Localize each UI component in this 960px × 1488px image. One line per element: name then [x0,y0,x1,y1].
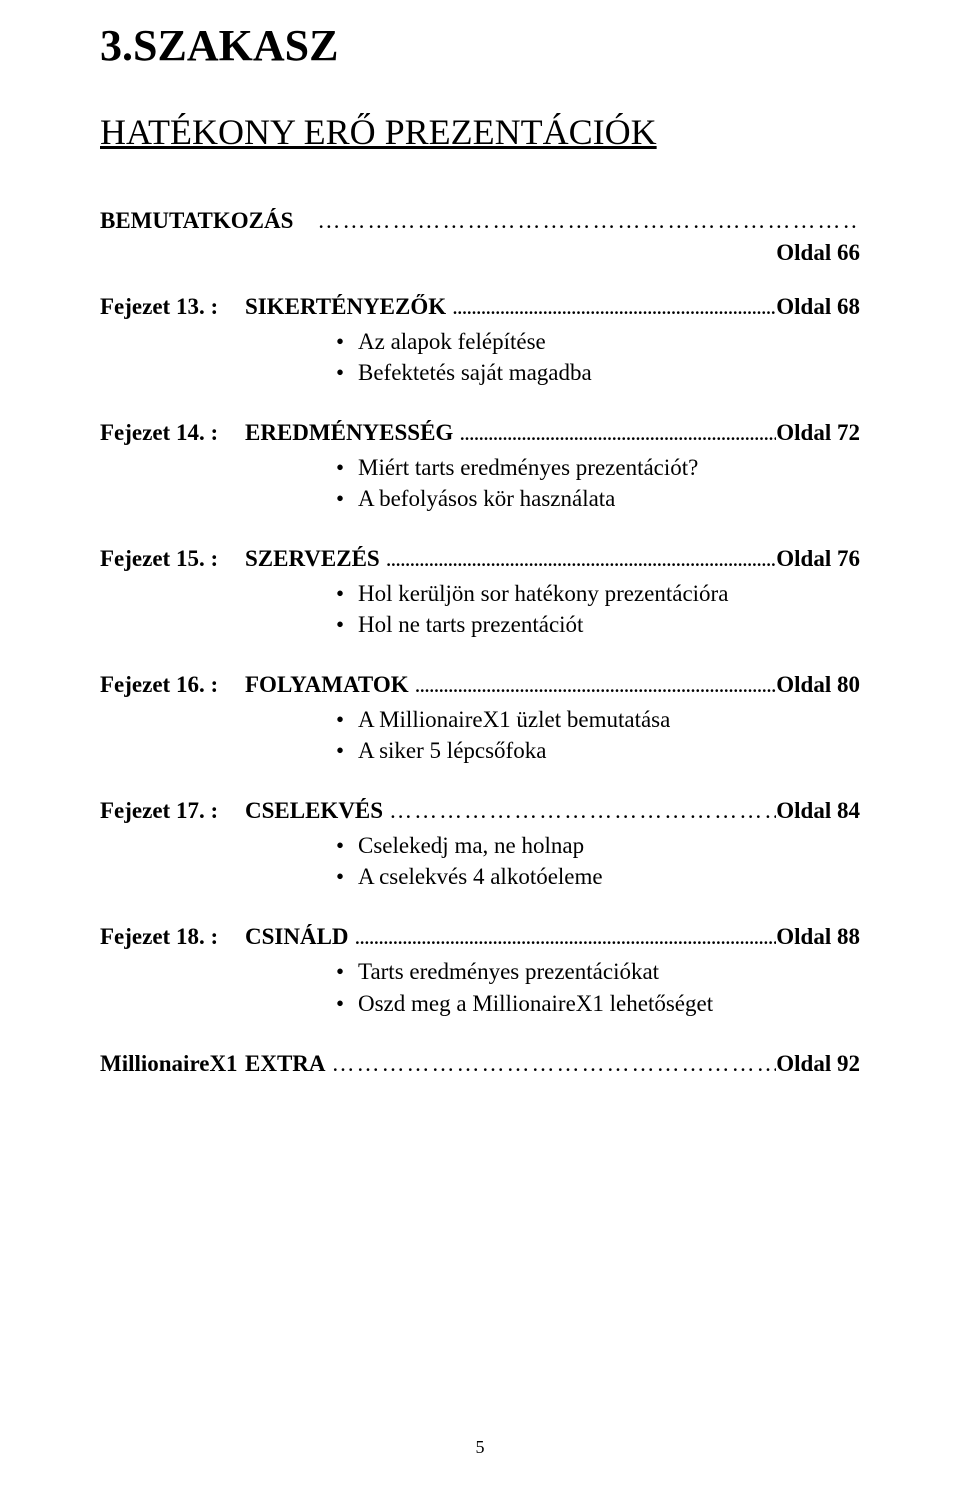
bullet-item: •Hol kerüljön sor hatékony prezentációra [330,578,860,609]
chapter-title: FOLYAMATOK [245,672,409,698]
dots: ........................................… [453,420,776,446]
dots: ……………………………………………………………… [326,1051,777,1077]
bullet-list: •Az alapok felépítése•Befektetés saját m… [330,326,860,388]
bullet-text: Oszd meg a MillionaireX1 lehetőséget [358,988,713,1019]
chapter-title: SIKERTÉNYEZŐK [245,294,446,320]
section-subtitle: HATÉKONY ERŐ PREZENTÁCIÓK [100,111,860,153]
intro-row: BEMUTATKOZÁS ……………………………………………………………… [100,208,860,234]
extra-row: MillionaireX1 EXTRA ……………………………………………………… [100,1051,860,1077]
page-number: 5 [476,1437,485,1458]
bullet-text: Tarts eredményes prezentációkat [358,956,659,987]
chapter-label: Fejezet 15. : [100,546,245,572]
chapter-row: Fejezet 16. :FOLYAMATOK.................… [100,672,860,698]
bullet-list: •Tarts eredményes prezentációkat•Oszd me… [330,956,860,1018]
intro-page: Oldal 66 [776,240,860,266]
chapter-page: Oldal 88 [776,924,860,950]
dots: ........................................… [446,294,776,320]
bullet-item: •Tarts eredményes prezentációkat [330,956,860,987]
bullet-item: •A cselekvés 4 alkotóeleme [330,861,860,892]
chapter-title: EREDMÉNYESSÉG [245,420,453,446]
bullet-text: Befektetés saját magadba [358,357,592,388]
chapter-row: Fejezet 14. :EREDMÉNYESSÉG..............… [100,420,860,446]
chapter-label: Fejezet 14. : [100,420,245,446]
bullet-list: •A MillionaireX1 üzlet bemutatása•A sike… [330,704,860,766]
chapter-label: Fejezet 13. : [100,294,245,320]
chapter-row: Fejezet 15. :SZERVEZÉS..................… [100,546,860,572]
bullet-list: •Miért tarts eredményes prezentációt?•A … [330,452,860,514]
chapter-label: Fejezet 17. : [100,798,245,824]
chapter-row: Fejezet 17. :CSELEKVÉS………………………………………………… [100,798,860,824]
chapter-page: Oldal 76 [776,546,860,572]
chapter-title: CSELEKVÉS [245,798,383,824]
bullet-item: •Hol ne tarts prezentációt [330,609,860,640]
bullet-marker: • [330,357,358,388]
bullet-item: •A siker 5 lépcsőfoka [330,735,860,766]
bullet-marker: • [330,956,358,987]
bullet-text: A MillionaireX1 üzlet bemutatása [358,704,670,735]
bullet-item: •A befolyásos kör használata [330,483,860,514]
bullet-text: Az alapok felépítése [358,326,546,357]
bullet-marker: • [330,483,358,514]
dots: ........................................… [409,672,777,698]
bullet-item: •Oszd meg a MillionaireX1 lehetőséget [330,988,860,1019]
chapter-page: Oldal 84 [776,798,860,824]
intro-title: BEMUTATKOZÁS [100,208,311,234]
dots: ........................................… [349,924,777,950]
bullet-marker: • [330,861,358,892]
chapter-page: Oldal 68 [776,294,860,320]
bullet-text: A befolyásos kör használata [358,483,615,514]
dots: ……………………………………………………………… [383,798,776,824]
bullet-marker: • [330,452,358,483]
section-title: 3.SZAKASZ [100,20,860,71]
bullet-marker: • [330,830,358,861]
chapter-title: SZERVEZÉS [245,546,380,572]
bullet-item: •Cselekedj ma, ne holnap [330,830,860,861]
bullet-item: •Az alapok felépítése [330,326,860,357]
bullet-marker: • [330,704,358,735]
bullet-marker: • [330,326,358,357]
bullet-item: •A MillionaireX1 üzlet bemutatása [330,704,860,735]
dots: ……………………………………………………………… [311,208,860,234]
chapter-title: CSINÁLD [245,924,349,950]
bullet-marker: • [330,609,358,640]
chapter-page: Oldal 72 [776,420,860,446]
bullet-text: Miért tarts eredményes prezentációt? [358,452,698,483]
bullet-text: A siker 5 lépcsőfoka [358,735,546,766]
bullet-list: •Hol kerüljön sor hatékony prezentációra… [330,578,860,640]
bullet-marker: • [330,735,358,766]
bullet-marker: • [330,988,358,1019]
chapter-row: Fejezet 18. :CSINÁLD....................… [100,924,860,950]
bullet-text: A cselekvés 4 alkotóeleme [358,861,603,892]
extra-page: Oldal 92 [776,1051,860,1077]
bullet-text: Hol ne tarts prezentációt [358,609,583,640]
chapter-label: Fejezet 16. : [100,672,245,698]
bullet-text: Cselekedj ma, ne holnap [358,830,584,861]
extra-label: MillionaireX1 [100,1051,245,1077]
chapter-page: Oldal 80 [776,672,860,698]
bullet-marker: • [330,578,358,609]
bullet-item: •Miért tarts eredményes prezentációt? [330,452,860,483]
chapter-row: Fejezet 13. :SIKERTÉNYEZŐK..............… [100,294,860,320]
bullet-list: •Cselekedj ma, ne holnap•A cselekvés 4 a… [330,830,860,892]
dots: ........................................… [380,546,777,572]
chapter-label: Fejezet 18. : [100,924,245,950]
extra-title: EXTRA [245,1051,326,1077]
bullet-item: •Befektetés saját magadba [330,357,860,388]
bullet-text: Hol kerüljön sor hatékony prezentációra [358,578,728,609]
intro-page-row: Oldal 66 [100,240,860,266]
